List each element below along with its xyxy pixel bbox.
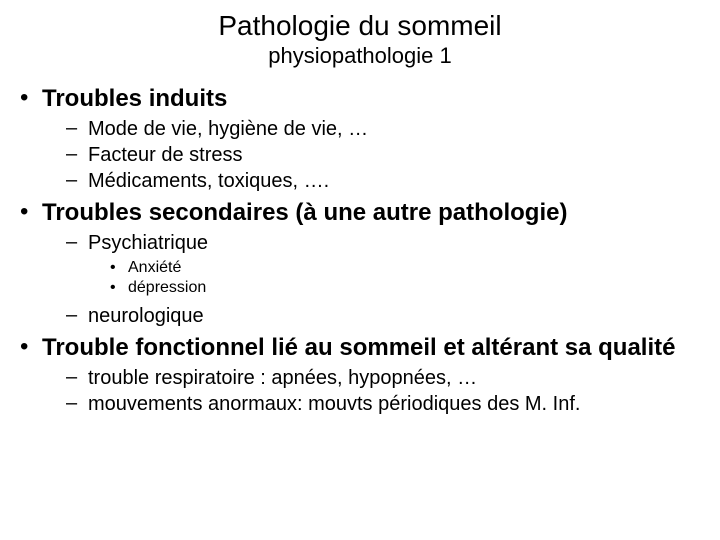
list-item: • Anxiété [110, 258, 700, 279]
list-item-label: Trouble fonctionnel lié au sommeil et al… [42, 333, 675, 363]
slide-subtitle: physiopathologie 1 [20, 42, 700, 70]
list-item-label: Psychiatrique [88, 230, 208, 256]
slide: Pathologie du sommeil physiopathologie 1… [0, 0, 720, 540]
list-item: – Médicaments, toxiques, …. [66, 168, 700, 194]
bullet-icon: – [66, 365, 88, 390]
bullet-icon: • [110, 278, 128, 298]
bullet-icon: – [66, 303, 88, 328]
bullet-icon: • [20, 198, 42, 227]
slide-title: Pathologie du sommeil [20, 10, 700, 42]
list-item: • Troubles secondaires (à une autre path… [20, 198, 700, 330]
list-item-label: Médicaments, toxiques, …. [88, 168, 329, 194]
bullet-icon: • [20, 333, 42, 362]
list-item-label: Facteur de stress [88, 142, 243, 168]
list-item-label: dépression [128, 278, 206, 299]
bullet-list: • Troubles induits – Mode de vie, hygièn… [20, 84, 700, 418]
bullet-icon: – [66, 168, 88, 193]
list-item-label: Troubles induits [42, 84, 227, 114]
list-item-label: Troubles secondaires (à une autre pathol… [42, 198, 567, 228]
bullet-icon: – [66, 116, 88, 141]
list-item: – Psychiatrique • Anxiété • dépression [66, 230, 700, 300]
list-item: – Mode de vie, hygiène de vie, … [66, 116, 700, 142]
list-item: – Facteur de stress [66, 142, 700, 168]
list-item-label: Mode de vie, hygiène de vie, … [88, 116, 368, 142]
bullet-icon: • [110, 258, 128, 278]
bullet-icon: – [66, 142, 88, 167]
list-item: – mouvements anormaux: mouvts périodique… [66, 391, 700, 417]
list-item-label: neurologique [88, 303, 204, 329]
bullet-icon: – [66, 391, 88, 416]
list-item: – neurologique [66, 303, 700, 329]
list-item: • Trouble fonctionnel lié au sommeil et … [20, 333, 700, 417]
list-item-label: mouvements anormaux: mouvts périodiques … [88, 391, 580, 417]
list-item: • dépression [110, 278, 700, 299]
bullet-icon: – [66, 230, 88, 255]
list-item-label: trouble respiratoire : apnées, hypopnées… [88, 365, 477, 391]
list-item: • Troubles induits – Mode de vie, hygièn… [20, 84, 700, 194]
list-item-label: Anxiété [128, 258, 181, 279]
list-item: – trouble respiratoire : apnées, hypopné… [66, 365, 700, 391]
bullet-icon: • [20, 84, 42, 113]
